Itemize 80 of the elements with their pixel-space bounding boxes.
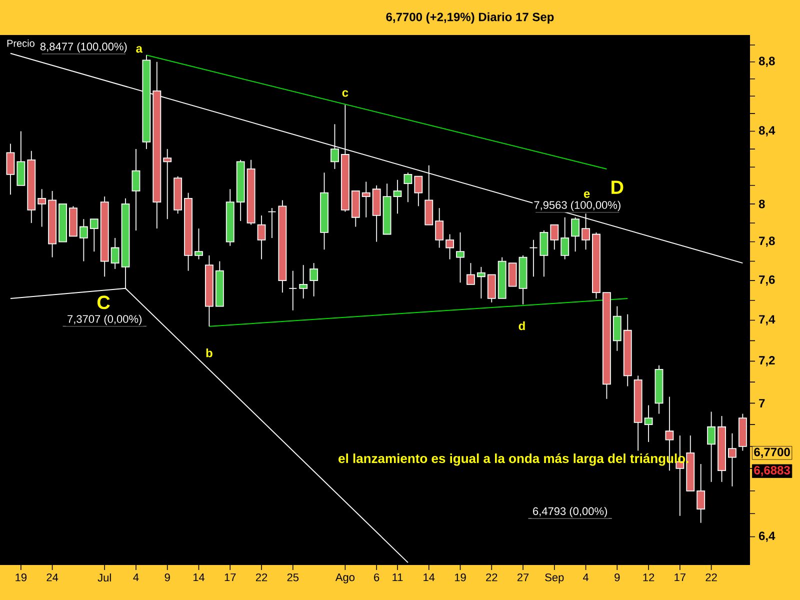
candlestick [110,238,120,270]
y-tick-label: 8,4 [758,126,776,136]
x-tick-label: Jul [98,573,111,582]
annotation: 7,9563 (100,00%) [534,200,620,212]
annotation: Precio [7,40,34,47]
annotation: b [206,348,212,358]
y-tick-label: 7 [759,399,765,408]
candlestick [310,262,318,297]
candlestick [550,224,559,250]
candlestick [330,124,339,170]
y-tick-label: 7,6 [759,275,775,286]
x-tick-label: 17 [674,573,686,582]
y-tick-label: 8,8 [758,56,775,67]
candlestick [362,181,370,218]
candlestick [571,216,580,252]
x-tick-label: 22 [486,573,498,582]
x-tick-label: 25 [287,573,299,582]
candlestick [456,232,464,284]
annotation: 8,8477 (100,00%) [40,42,127,53]
x-tick-label: 14 [424,573,435,582]
x-tick-label: 22 [256,573,268,582]
candlestick [696,464,706,524]
annotation: 7,3707 (0,00%) [68,314,142,326]
candlestick [560,216,570,260]
x-tick-label: Ago [335,573,355,584]
x-tick-label: 6 [374,573,380,582]
y-tick-label: 7,8 [759,236,775,247]
candlestick [257,215,266,260]
candlestick [194,228,203,260]
candlestick [644,404,653,442]
annotation: C [97,296,110,310]
annotation: 6,4793 (0,00%) [533,507,607,518]
x-tick-label: 9 [164,573,170,582]
chart-title: 6,7700 (+2,19%) Diario 17 Sep [386,12,554,24]
annotation: 6,7700 [754,448,790,458]
candlestick [6,143,15,196]
annotation: D [612,180,624,194]
annotation: 6,6883 [754,466,790,476]
candlestick [79,218,88,262]
candlestick [38,188,46,228]
x-tick-label: Sep [545,573,564,584]
candlestick [435,208,444,248]
x-tick-label: 19 [454,573,466,582]
candlestick [707,411,716,482]
candlestick [288,270,298,311]
candlestick [508,262,517,287]
candlestick [487,274,496,303]
y-tick-label: 7,4 [759,315,776,326]
candlestick [404,172,412,203]
x-tick-label: 9 [614,573,620,582]
candlestick [163,148,172,220]
y-tick-label: 6,4 [758,532,776,542]
y-tick-label: 8 [758,200,765,208]
x-tick-label: 19 [16,573,27,582]
annotation: e [584,191,590,198]
annotation: d [518,321,525,330]
candlestick [582,213,590,250]
candlestick [476,266,486,299]
annotation: c [342,90,348,97]
candlestick [446,234,454,260]
x-tick-label: 4 [133,573,139,582]
candlestick [540,230,548,278]
candlestick [90,218,98,252]
x-tick-label: 17 [224,573,236,582]
candlestick [728,432,736,487]
candlestick [466,262,475,285]
y-tick-label: 7,2 [759,356,775,366]
x-tick-label: 12 [643,573,654,582]
x-tick-label: 24 [46,573,58,582]
annotation: a [136,46,143,53]
x-tick-label: 4 [582,573,589,582]
x-tick-label: 27 [517,573,529,582]
candlestick [393,179,402,214]
candlestick [414,176,423,207]
x-tick-label: 14 [193,573,205,582]
x-tick-label: 22 [706,573,717,582]
x-tick-label: 11 [392,573,403,582]
candlestick [132,148,140,231]
candlestick [299,264,308,299]
candlestick [16,130,26,186]
